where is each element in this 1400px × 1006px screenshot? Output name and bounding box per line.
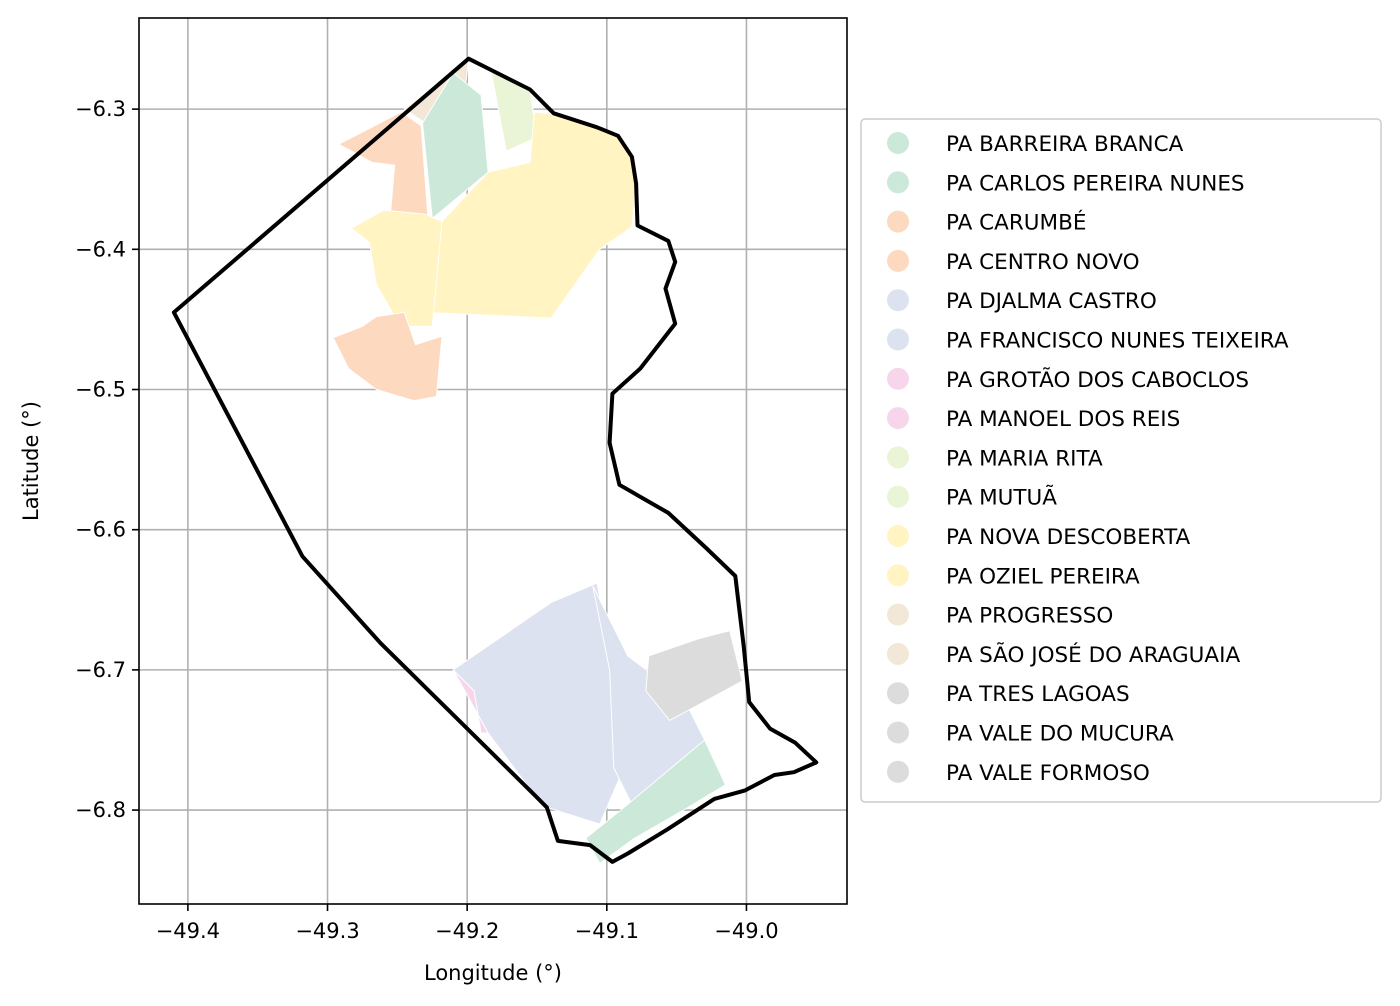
legend-marker — [887, 171, 909, 194]
y-tick-label: −6.3 — [75, 97, 126, 121]
legend-label: PA MARIA RITA — [946, 446, 1103, 471]
legend-label: PA OZIEL PEREIRA — [946, 564, 1140, 589]
municipal-boundary — [171, 56, 819, 864]
legend-label: PA FRANCISCO NUNES TEIXEIRA — [946, 329, 1289, 354]
legend-marker — [887, 682, 909, 705]
legend-marker — [887, 328, 909, 351]
legend-marker — [887, 760, 909, 783]
legend-marker — [887, 289, 909, 312]
plot-frame — [138, 17, 848, 905]
legend-label: PA VALE DO MUCURA — [946, 722, 1174, 747]
legend-marker — [887, 485, 909, 508]
y-tick-label: −6.6 — [75, 518, 126, 542]
legend-marker — [887, 603, 909, 626]
legend-label: PA SÃO JOSÉ DO ARAGUAIA — [946, 641, 1240, 668]
x-tick-label: −49.4 — [156, 919, 220, 943]
x-tick-label: −49.2 — [435, 919, 499, 943]
y-tick-label: −6.7 — [75, 658, 126, 682]
axis-ticks: −49.4 −49.3 −49.2 −49.1 −49.0 −6.3 −6.4 −6.5 −6.… — [75, 97, 779, 943]
parcel-pa-carlos-pereira-nunes — [585, 739, 727, 865]
y-tick-label: −6.5 — [75, 378, 126, 402]
x-tick-label: −49.1 — [575, 919, 639, 943]
legend-marker — [887, 132, 909, 154]
legend-marker — [887, 249, 909, 272]
settlement-parcels — [332, 57, 743, 865]
parcel-pa-carumb- — [337, 111, 429, 220]
legend-label: PA TRES LAGOAS — [946, 682, 1130, 707]
y-tick-label: −6.8 — [75, 798, 126, 822]
legend-label: PA CARLOS PEREIRA NUNES — [946, 171, 1245, 196]
parcel-pa-grot-o-dos-caboclos — [452, 669, 489, 734]
legend-label: PA MANOEL DOS REIS — [946, 407, 1180, 432]
parcel-pa-tres-lagoas — [645, 629, 743, 722]
legend-label: PA PROGRESSO — [946, 604, 1113, 629]
legend-label: PA DJALMA CASTRO — [946, 289, 1157, 314]
parcel-pa-barreira-branca — [421, 71, 489, 220]
legend-marker — [887, 564, 909, 587]
y-axis-label: Latitude (°) — [19, 401, 43, 521]
parcel-pa-francisco-nunes-teixeira — [452, 582, 622, 825]
legend-label: PA CARUMBÉ — [946, 210, 1086, 236]
legend: PA BARREIRA BRANCA PA CARLOS PEREIRA NUNE… — [860, 118, 1382, 803]
legend-frame — [860, 118, 1382, 803]
legend-label: PA BARREIRA BRANCA — [946, 132, 1184, 157]
x-axis-label: Longitude (°) — [424, 961, 562, 985]
legend-marker — [887, 367, 909, 390]
legend-marker — [887, 721, 909, 744]
legend-label: PA VALE FORMOSO — [946, 761, 1150, 786]
legend-label: PA CENTRO NOVO — [946, 250, 1140, 275]
parcel-pa-centro-novo — [332, 311, 443, 402]
legend-label: PA NOVA DESCOBERTA — [946, 525, 1191, 550]
y-tick-label: −6.4 — [75, 237, 126, 261]
legend-marker — [887, 642, 909, 665]
legend-marker — [887, 210, 909, 233]
legend-marker — [887, 446, 909, 469]
legend-label: PA GROTÃO DOS CABOCLOS — [946, 366, 1249, 393]
x-tick-label: −49.0 — [714, 919, 778, 943]
legend-label: PA MUTUÃ — [946, 484, 1057, 511]
legend-marker — [887, 525, 909, 547]
grid-lines — [139, 18, 847, 904]
legend-marker — [887, 407, 909, 430]
parcel-pa-oziel-pereira — [350, 209, 443, 327]
x-tick-label: −49.3 — [295, 919, 359, 943]
